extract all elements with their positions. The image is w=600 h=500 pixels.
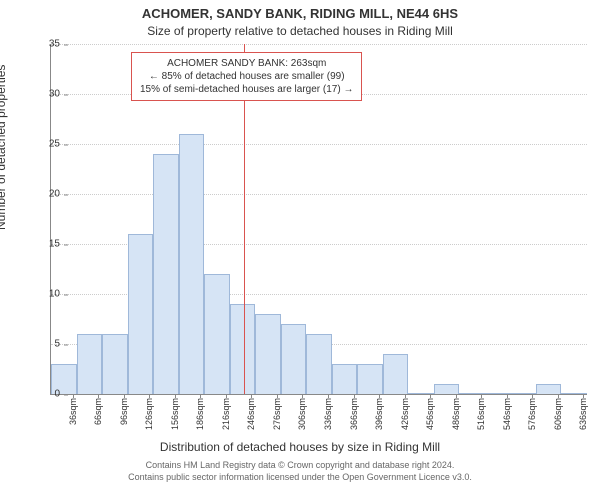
x-tick-label: 456sqm xyxy=(425,398,435,430)
footer-line-1: Contains HM Land Registry data © Crown c… xyxy=(146,460,455,470)
x-tick-label: 66sqm xyxy=(93,398,103,425)
x-axis-label: Distribution of detached houses by size … xyxy=(0,440,600,454)
x-tick-label: 216sqm xyxy=(221,398,231,430)
x-tick-label: 186sqm xyxy=(195,398,205,430)
gridline xyxy=(51,194,587,195)
histogram-bar xyxy=(434,384,460,394)
page-subtitle: Size of property relative to detached ho… xyxy=(0,24,600,38)
y-tick-label: 25 xyxy=(36,139,60,150)
x-tick-label: 336sqm xyxy=(323,398,333,430)
annotation-line-3: 15% of semi-detached houses are larger (… xyxy=(140,83,353,96)
x-tick-label: 366sqm xyxy=(349,398,359,430)
x-tick-label: 396sqm xyxy=(374,398,384,430)
y-tick-label: 30 xyxy=(36,89,60,100)
y-tick-label: 35 xyxy=(36,39,60,50)
x-tick-label: 276sqm xyxy=(272,398,282,430)
x-tick-label: 546sqm xyxy=(502,398,512,430)
x-tick-label: 126sqm xyxy=(144,398,154,430)
histogram-bar xyxy=(128,234,154,394)
x-tick-label: 516sqm xyxy=(476,398,486,430)
x-tick-label: 576sqm xyxy=(527,398,537,430)
histogram-bar xyxy=(357,364,383,394)
y-tick-label: 20 xyxy=(36,189,60,200)
histogram-bar xyxy=(204,274,230,394)
y-tick-label: 15 xyxy=(36,239,60,250)
footer-text: Contains HM Land Registry data © Crown c… xyxy=(0,460,600,483)
x-tick-label: 246sqm xyxy=(246,398,256,430)
y-tick-label: 10 xyxy=(36,289,60,300)
x-tick-label: 486sqm xyxy=(451,398,461,430)
gridline xyxy=(51,44,587,45)
x-tick-label: 306sqm xyxy=(297,398,307,430)
histogram-bar xyxy=(179,134,205,394)
x-tick-label: 636sqm xyxy=(578,398,588,430)
histogram-bar xyxy=(306,334,332,394)
histogram-bar xyxy=(77,334,103,394)
y-tick-label: 5 xyxy=(36,339,60,350)
histogram-bar xyxy=(255,314,281,394)
chart-container: ACHOMER, SANDY BANK, RIDING MILL, NE44 6… xyxy=(0,0,600,500)
plot-area: 36sqm66sqm96sqm126sqm156sqm186sqm216sqm2… xyxy=(50,44,587,395)
y-axis-label: Number of detached properties xyxy=(0,65,8,230)
gridline xyxy=(51,144,587,145)
histogram-bar xyxy=(281,324,307,394)
x-tick-label: 36sqm xyxy=(68,398,78,425)
y-tick-label: 0 xyxy=(36,389,60,400)
histogram-bar xyxy=(332,364,358,394)
histogram-bar xyxy=(383,354,409,394)
histogram-bar xyxy=(536,384,562,394)
x-tick-label: 96sqm xyxy=(119,398,129,425)
histogram-bar xyxy=(102,334,128,394)
x-tick-label: 606sqm xyxy=(553,398,563,430)
x-tick-label: 426sqm xyxy=(400,398,410,430)
page-title: ACHOMER, SANDY BANK, RIDING MILL, NE44 6… xyxy=(0,6,600,21)
annotation-box: ACHOMER SANDY BANK: 263sqm← 85% of detac… xyxy=(131,52,362,101)
x-tick-label: 156sqm xyxy=(170,398,180,430)
footer-line-2: Contains public sector information licen… xyxy=(128,472,472,482)
annotation-line-2: ← 85% of detached houses are smaller (99… xyxy=(140,70,353,83)
histogram-bar xyxy=(230,304,256,394)
histogram-bar xyxy=(153,154,179,394)
annotation-line-1: ACHOMER SANDY BANK: 263sqm xyxy=(140,57,353,70)
